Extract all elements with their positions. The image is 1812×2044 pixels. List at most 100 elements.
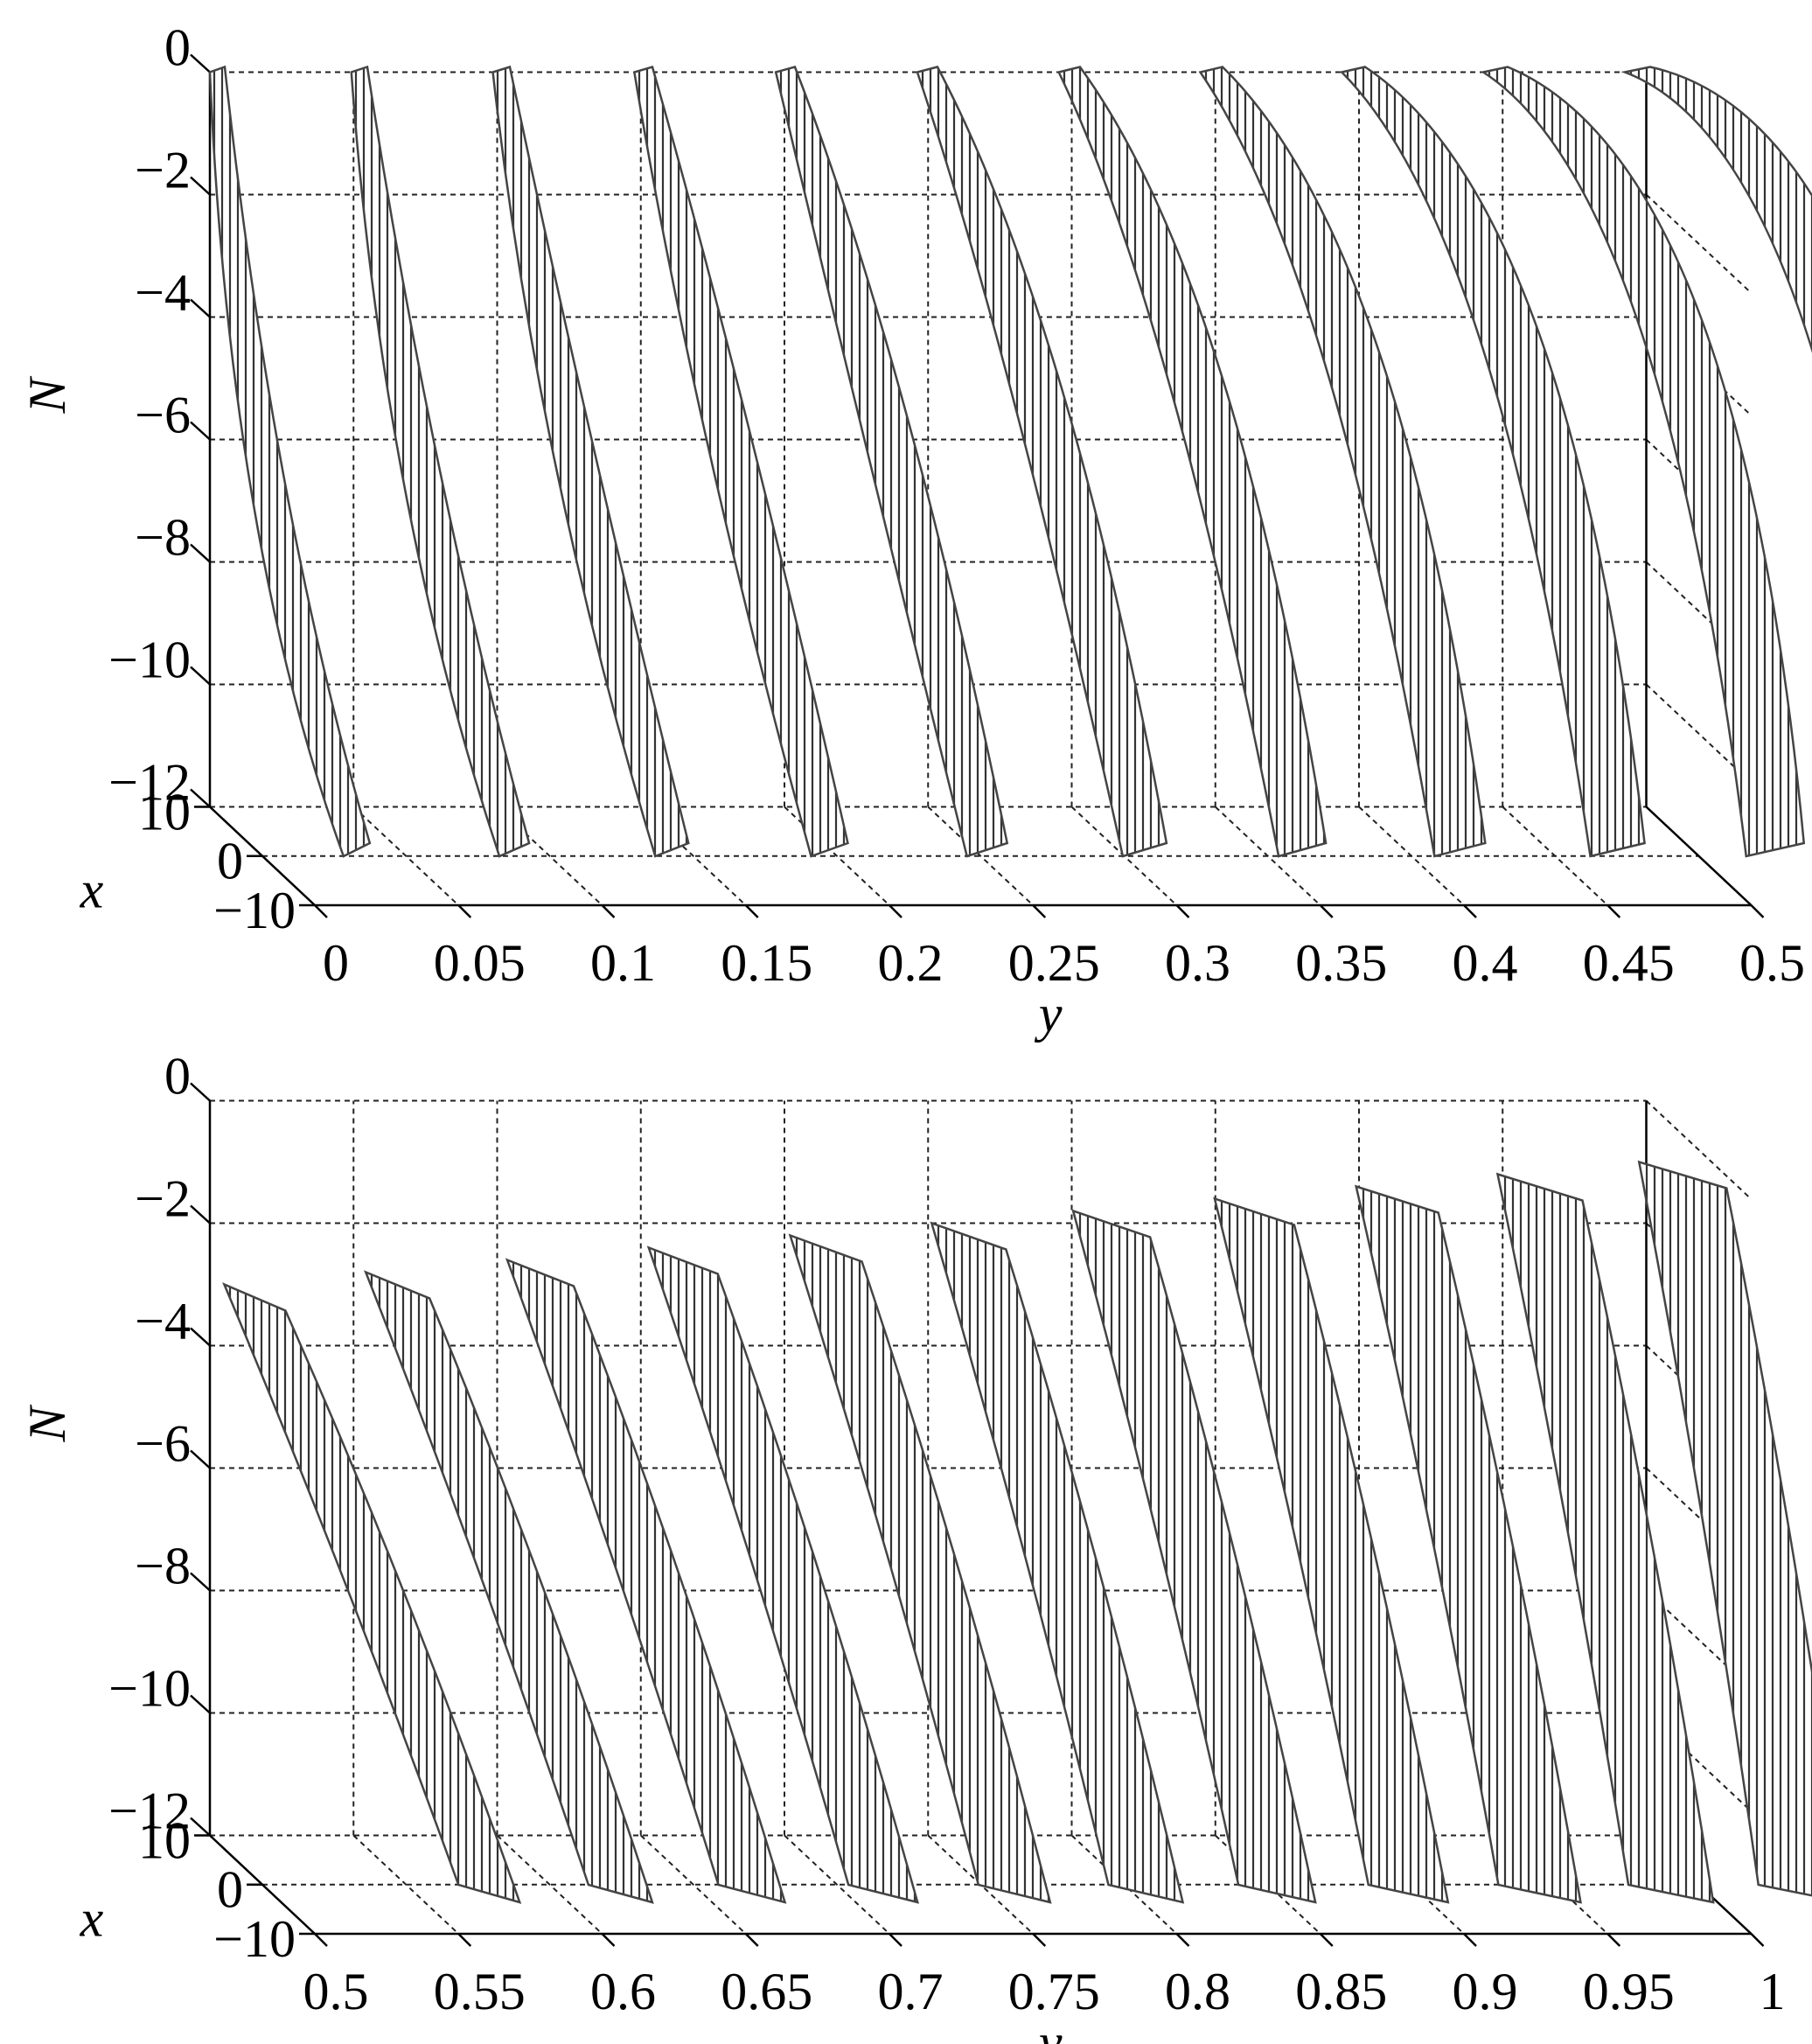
surface-slice <box>788 1233 1052 1904</box>
y-tick-label: 0.05 <box>434 934 526 992</box>
surface-slice <box>208 65 372 858</box>
grid-line <box>640 1834 747 1935</box>
surface-slice <box>916 66 1168 858</box>
y-tick-label: 0.3 <box>1165 934 1230 992</box>
y-tick-label: 0.45 <box>1583 934 1675 992</box>
tick-mark <box>190 298 211 318</box>
y-tick-label: 0.5 <box>303 1963 369 2020</box>
z-tick-label: −8 <box>135 1537 191 1594</box>
surface-slice <box>1339 66 1646 858</box>
z-tick-label: −6 <box>135 386 191 443</box>
tick-mark <box>1319 1933 1334 1947</box>
tick-mark <box>744 1933 759 1947</box>
tick-mark <box>190 1327 211 1347</box>
x-tick-label: 10 <box>138 783 191 841</box>
y-tick-label: 0.25 <box>1008 934 1100 992</box>
tick-mark <box>889 1933 903 1947</box>
surface-slice <box>1480 66 1806 858</box>
y-tick-label: 0.75 <box>1008 1963 1100 2020</box>
tick-mark <box>314 1933 328 1947</box>
y-axis-label: y <box>1034 985 1063 1043</box>
y-axis-label: y <box>1034 2013 1063 2044</box>
surface-slice <box>1071 1209 1317 1904</box>
tick-mark <box>457 1933 472 1947</box>
tick-mark <box>457 904 472 918</box>
z-tick-label: −10 <box>108 631 191 688</box>
surface-slice <box>1355 1184 1582 1904</box>
surface-slice <box>363 1270 654 1904</box>
tick-mark <box>190 1572 211 1592</box>
x-tick-label: −10 <box>213 1910 296 1968</box>
tick-mark <box>190 788 211 808</box>
grid-line <box>352 806 459 906</box>
tick-mark <box>190 543 211 563</box>
y-tick-label: 0.55 <box>434 1963 526 2020</box>
tick-mark <box>314 904 328 918</box>
tick-mark <box>601 1933 616 1947</box>
y-tick-label: 0.9 <box>1453 1963 1518 2020</box>
x-tick-label: 0 <box>217 1861 243 1919</box>
grid-line <box>496 1834 603 1935</box>
z-tick-label: 0 <box>164 18 191 76</box>
z-tick-label: −12 <box>108 1782 191 1839</box>
x-tick-label: 10 <box>138 1811 191 1869</box>
y-tick-label: 0.35 <box>1295 934 1387 992</box>
y-tick-label: 0.95 <box>1583 1963 1675 2020</box>
y-tick-label: 0.8 <box>1165 1963 1230 2020</box>
y-tick-label: 0.6 <box>590 1963 656 2020</box>
y-tick-label: 0.85 <box>1295 1963 1387 2020</box>
z-tick-label: −12 <box>108 753 191 811</box>
z-tick-label: −4 <box>135 1292 191 1350</box>
surface-slice <box>632 65 849 858</box>
x-tick-label: −10 <box>213 882 296 939</box>
grid-line <box>1645 193 1753 294</box>
surface-slice <box>1056 66 1328 858</box>
axis-line <box>209 1834 316 1935</box>
grid-line <box>1645 1099 1753 1200</box>
z-tick-label: −2 <box>135 1169 191 1227</box>
tick-mark <box>1032 904 1047 918</box>
axis-line <box>1645 806 1753 906</box>
tick-mark <box>1750 1933 1765 1947</box>
z-tick-label: −4 <box>135 263 191 321</box>
axis-line <box>209 806 316 906</box>
surface-slice <box>930 1221 1185 1904</box>
y-tick-label: 0.15 <box>721 934 812 992</box>
surface-slice <box>1637 1160 1812 1897</box>
surface-slice <box>1198 66 1487 858</box>
tick-mark <box>1175 904 1190 918</box>
surface-slice <box>1213 1196 1450 1904</box>
tick-mark <box>1606 1933 1621 1947</box>
z-axis-label: N <box>18 376 76 415</box>
z-tick-label: −8 <box>135 508 191 566</box>
tick-mark <box>190 666 211 686</box>
surface-slice <box>1620 66 1812 354</box>
surface-slice <box>350 65 531 858</box>
surface-slice <box>774 65 1009 858</box>
y-tick-label: 0.1 <box>590 934 656 992</box>
y-tick-label: 0.65 <box>721 1963 812 2020</box>
panel: 0 −2 −4 −6 −8 −10 −12 0.5 0.55 0.6 0.65 0.7 0.75 0.8 0… <box>18 1047 1812 2044</box>
tick-mark <box>1463 904 1477 918</box>
tick-mark <box>190 421 211 441</box>
y-tick-label: 1 <box>1760 1963 1786 2020</box>
tick-mark <box>601 904 616 918</box>
y-tick-label: 0.4 <box>1453 934 1518 992</box>
tick-mark <box>889 904 903 918</box>
tick-mark <box>1032 1933 1047 1947</box>
tick-mark <box>1606 904 1621 918</box>
tick-mark <box>1463 1933 1477 1947</box>
surface-slice <box>491 65 690 858</box>
tick-mark <box>190 1082 211 1102</box>
tick-mark <box>1750 904 1765 918</box>
tick-mark <box>190 176 211 196</box>
grid-line <box>927 806 1034 906</box>
tick-mark <box>190 1204 211 1224</box>
surface-slice <box>1495 1172 1715 1904</box>
tick-mark <box>1319 904 1334 918</box>
z-tick-label: −10 <box>108 1659 191 1717</box>
panel: 0 −2 −4 −6 −8 −10 −12 0 0.05 0.1 0.15 0.2 0.25 0.3 0.3… <box>18 18 1812 1043</box>
tick-mark <box>744 904 759 918</box>
x-tick-label: 0 <box>217 833 243 890</box>
